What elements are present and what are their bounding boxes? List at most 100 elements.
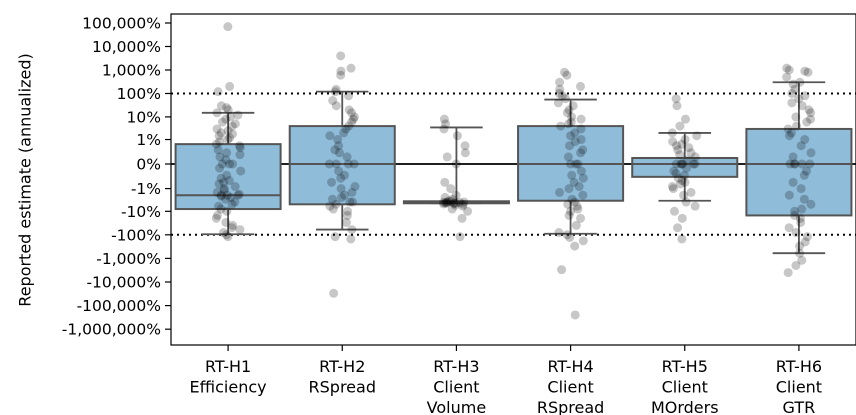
y-tick-label: -1,000% [96,250,161,268]
data-point [230,197,240,207]
data-point [235,225,245,235]
data-point [578,145,588,155]
data-point [806,114,816,124]
data-point [667,128,677,138]
data-point [221,194,231,204]
data-point [784,190,794,200]
data-point [442,152,452,162]
x-tick-label: Client [776,378,822,397]
data-point [673,173,683,183]
data-point [346,234,356,244]
data-point [562,230,572,240]
data-point [553,98,563,108]
data-point [449,198,459,208]
data-point [680,135,690,145]
data-point [790,210,800,220]
data-point [212,210,222,220]
data-point [564,119,574,129]
data-point [439,114,449,124]
data-point [788,152,798,162]
data-point [213,87,223,97]
data-point [557,265,567,275]
box-iqr [745,127,853,217]
data-point [565,141,575,151]
box-5 [631,132,739,202]
data-point [576,135,586,145]
data-point [342,210,352,220]
data-point [219,228,229,238]
data-point [345,197,355,207]
y-tick-label: 1% [136,131,161,149]
y-grid-reference-lines [171,92,856,236]
data-point [344,105,354,115]
data-point [212,108,222,118]
data-point [343,159,353,169]
data-point [554,228,564,238]
data-point [563,199,573,209]
data-point [570,128,580,138]
data-point [328,96,338,106]
data-point [797,159,807,169]
data-point [564,210,574,220]
data-point [216,204,226,214]
data-point [331,84,341,94]
data-point [221,114,231,124]
data-point [211,139,221,149]
data-point [564,105,574,115]
data-point [787,98,797,108]
data-point [336,66,346,76]
data-point [806,108,816,118]
box-3 [402,126,510,205]
data-point [336,184,346,194]
data-point [340,190,350,200]
data-point [348,114,358,124]
data-point [556,121,566,131]
data-point [214,201,224,211]
data-point [221,155,231,165]
data-point [672,141,682,151]
data-point [450,200,460,210]
data-point [216,191,226,201]
y-axis: 100,000% 10,000% 1,000% 100% 10% 1% 0% -1% -10% -… [62,14,171,339]
data-point [672,101,682,111]
data-point [578,236,588,246]
data-point [575,81,585,91]
data-point [463,206,473,216]
y-tick-label: -1,000,000% [62,321,161,339]
data-point [222,170,232,180]
data-point [325,131,335,141]
data-point [223,105,233,115]
data-point [336,51,346,61]
data-point [341,217,351,227]
data-point [439,199,449,209]
x-tick-label: Client [547,378,593,397]
data-point [677,213,687,223]
data-point [681,197,691,207]
data-point [236,166,246,176]
data-point [219,177,229,187]
data-point [227,121,237,131]
points-group-4 [553,67,588,320]
data-point [223,126,233,136]
data-point [228,220,238,230]
data-point [217,159,227,169]
data-point [215,163,225,173]
data-point [230,182,240,192]
data-point [328,194,338,204]
data-point [217,117,227,127]
points-group-3 [438,114,473,242]
data-point [789,159,799,169]
data-point [331,199,341,209]
data-point [782,63,792,73]
data-point [566,206,576,216]
data-point [800,135,810,145]
y-tick-label: -1% [131,180,161,198]
y-tick-label: 10,000% [92,38,161,56]
data-point [438,197,448,207]
box-layer [174,81,853,255]
data-point [224,175,234,185]
data-point [325,201,335,211]
x-tick-label: RT-H5 [662,357,708,376]
data-point [564,184,574,194]
data-point [680,177,690,187]
